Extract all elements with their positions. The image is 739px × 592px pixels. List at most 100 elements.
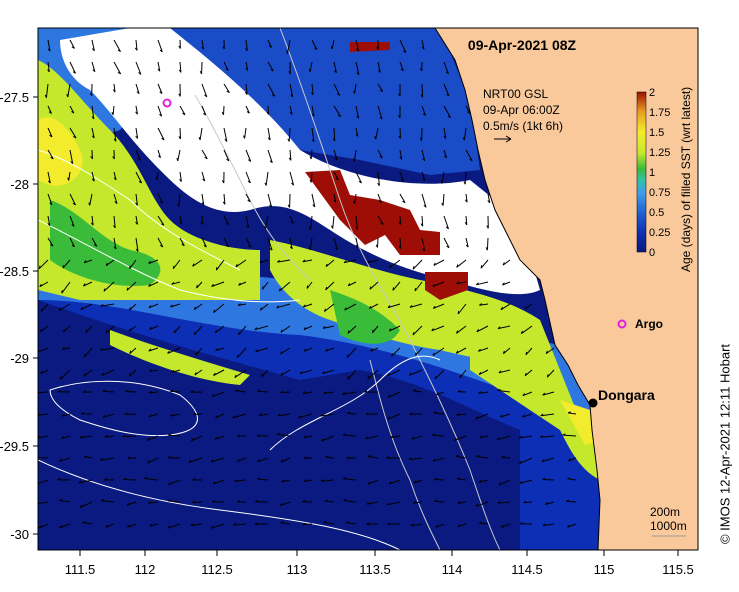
current-vector-head (188, 459, 192, 463)
current-vector (215, 413, 225, 419)
current-vector-head (367, 375, 370, 380)
current-vector-head (80, 307, 83, 311)
current-vector-head (196, 284, 198, 289)
current-vector-head (59, 376, 62, 380)
current-vector (465, 105, 471, 114)
current-vector (411, 435, 423, 440)
current-vector (214, 435, 225, 440)
current-vector-head (545, 350, 548, 354)
current-vector-head (91, 135, 95, 139)
current-vector (156, 171, 159, 181)
colorbar-tick-label: 1.5 (649, 127, 664, 139)
current-vector (441, 171, 445, 184)
current-vector-head (288, 157, 292, 161)
current-vector (245, 193, 251, 203)
current-vector (61, 281, 71, 294)
current-vector-head (412, 389, 416, 392)
current-vector (144, 478, 159, 481)
current-vector-head (358, 180, 362, 184)
current-vector (280, 522, 291, 525)
current-vector (255, 347, 269, 353)
current-vector (355, 171, 362, 184)
x-tick-label: 115 (594, 562, 615, 577)
current-vector (333, 61, 337, 73)
current-vector-head (387, 522, 391, 525)
current-vector-head (457, 524, 461, 528)
current-vector-head (114, 201, 118, 204)
current-vector (40, 369, 49, 375)
current-vector (135, 105, 138, 115)
current-vector-head (61, 436, 64, 439)
current-vector-head (412, 500, 417, 504)
current-vector (390, 435, 401, 439)
current-vector (68, 171, 71, 181)
isotherm-4 (38, 149, 241, 271)
current-vector (234, 479, 247, 482)
current-vector-head (40, 308, 43, 312)
current-vector (500, 413, 511, 418)
sst-age-0.25-region (38, 270, 600, 550)
current-vector (213, 479, 225, 485)
current-vector-head (347, 411, 351, 414)
current-vector-head (540, 413, 544, 417)
current-vector-head (542, 477, 546, 480)
current-vector-head (135, 248, 139, 252)
current-vector-head (268, 45, 272, 48)
imos-credit-text: © IMOS 12-Apr-2021 12:11 Hobart (717, 343, 733, 545)
current-vector (245, 215, 250, 228)
current-vector (501, 523, 511, 528)
current-vector-head (479, 435, 483, 439)
current-vector (456, 259, 467, 268)
current-vector-head (409, 372, 412, 376)
current-vector (245, 61, 249, 71)
current-vector (399, 39, 407, 53)
current-vector (355, 215, 358, 230)
current-vector (280, 501, 291, 507)
current-vector-head (257, 459, 260, 463)
current-vector (519, 435, 533, 439)
current-vector (69, 39, 75, 49)
current-vector-head (459, 375, 461, 379)
current-vector-head (172, 265, 175, 269)
current-vector (479, 522, 489, 525)
current-vector-head (431, 328, 434, 332)
y-tick-label: -29.5 (0, 439, 29, 454)
current-vector (245, 237, 252, 248)
current-vector-head (200, 221, 204, 225)
current-vector (201, 83, 208, 98)
current-vector (567, 523, 577, 528)
current-vector-head (480, 265, 483, 269)
current-vector-head (345, 521, 350, 524)
current-vector (478, 391, 489, 394)
current-vector (148, 413, 159, 418)
current-vector (304, 479, 313, 482)
current-vector (443, 83, 450, 97)
current-vector-head (485, 247, 488, 251)
current-vector (179, 215, 183, 224)
current-vector (355, 105, 360, 119)
sst-age-2-coast-patch (425, 272, 468, 300)
current-vector-head (104, 434, 108, 438)
current-vectors (38, 39, 577, 529)
current-vector (502, 259, 511, 266)
current-vector-head (83, 455, 87, 458)
current-vector-head (434, 477, 438, 480)
current-vector (486, 237, 489, 251)
current-vector (280, 325, 291, 333)
current-vector (503, 347, 511, 355)
current-vector-head (497, 437, 500, 441)
current-vector-head (39, 283, 42, 287)
current-vector-head (111, 111, 114, 116)
current-vector (443, 105, 451, 118)
current-vector-head (323, 391, 327, 394)
current-vector (147, 457, 159, 464)
current-vector (542, 479, 555, 481)
current-vector (135, 127, 139, 139)
colorbar-tick-label: 2 (649, 87, 655, 99)
current-vector-head (519, 460, 522, 464)
current-vector-head (49, 202, 53, 206)
current-vector-head (167, 350, 170, 354)
current-vector-head (40, 370, 43, 374)
current-vector-head (193, 306, 197, 310)
